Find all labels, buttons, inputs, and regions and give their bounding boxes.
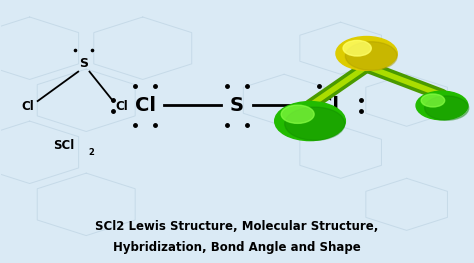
Circle shape: [343, 41, 371, 56]
Text: Cl: Cl: [319, 96, 339, 115]
Circle shape: [346, 42, 397, 70]
Text: S: S: [230, 96, 244, 115]
Circle shape: [425, 96, 469, 120]
Text: Cl: Cl: [21, 100, 34, 113]
Text: Cl: Cl: [115, 100, 128, 113]
Circle shape: [421, 94, 445, 107]
Circle shape: [281, 105, 314, 123]
Circle shape: [275, 102, 346, 141]
Circle shape: [416, 91, 468, 120]
Text: SCl: SCl: [53, 139, 74, 152]
Circle shape: [336, 37, 397, 70]
Text: S: S: [79, 57, 88, 70]
Text: SCl2 Lewis Structure, Molecular Structure,: SCl2 Lewis Structure, Molecular Structur…: [95, 220, 379, 233]
Text: 2: 2: [89, 148, 94, 157]
Text: Cl: Cl: [135, 96, 155, 115]
Text: Hybridization, Bond Angle and Shape: Hybridization, Bond Angle and Shape: [113, 241, 361, 254]
Circle shape: [285, 107, 345, 140]
